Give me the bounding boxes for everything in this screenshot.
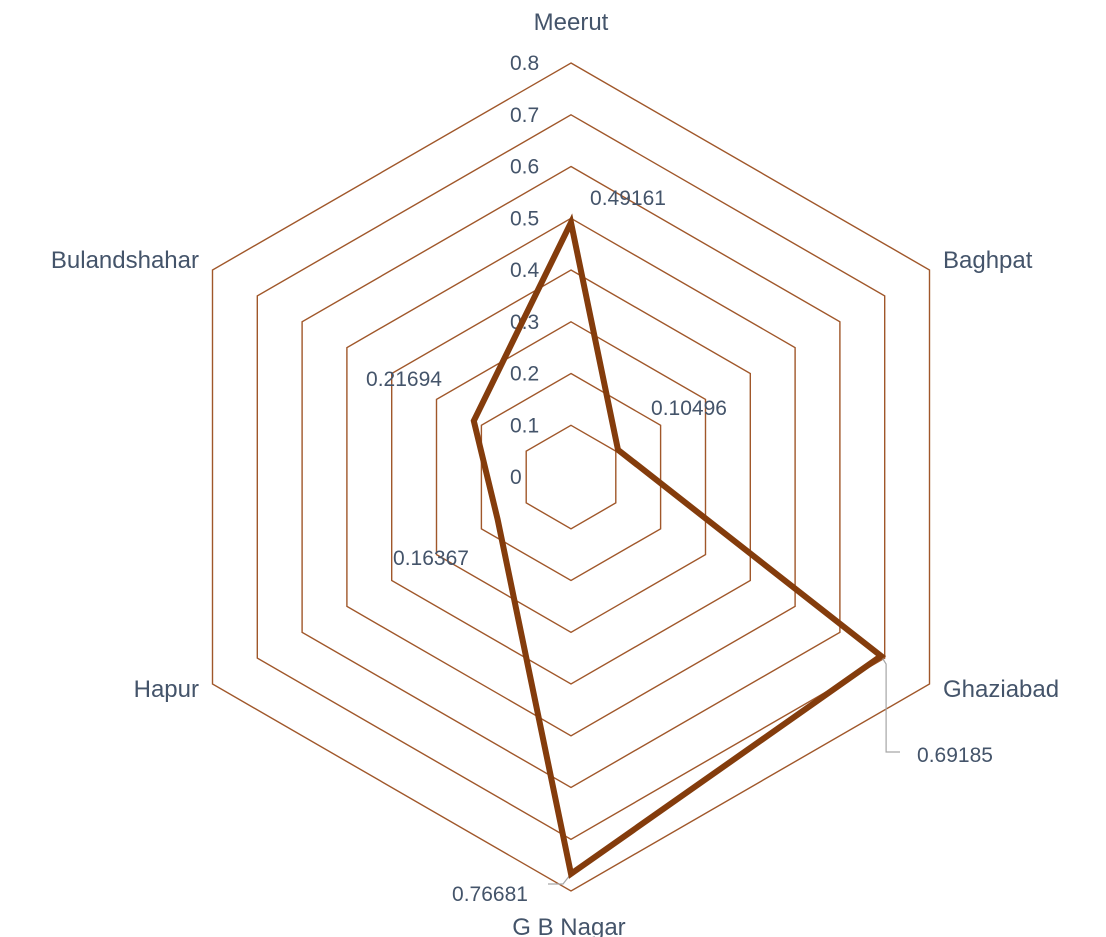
gridline-ring-4 [391, 269, 751, 685]
gridline-ring-7 [256, 113, 886, 841]
gridline-ring-3 [435, 320, 707, 634]
data-label: 0.21694 [366, 368, 442, 391]
data-label: 0.49161 [590, 187, 666, 210]
gridline-ring-2 [480, 372, 662, 582]
tick-label: 0.5 [510, 207, 539, 230]
tick-label: 0.8 [510, 52, 539, 75]
radar-series [470, 213, 887, 879]
data-label: 0.69185 [917, 744, 993, 767]
gridline-ring-1 [525, 424, 617, 530]
data-label-leader-lines [548, 655, 900, 885]
radar-category-labels: Meerut Baghpat Ghaziabad G B Nagar Hapur Bula… [51, 9, 1059, 937]
category-label: G B Nagar [512, 914, 625, 937]
series-line [470, 213, 887, 879]
category-label: Meerut [534, 9, 609, 36]
radar-gridlines [211, 62, 931, 892]
category-label: Hapur [134, 676, 199, 703]
tick-label: 0.6 [510, 156, 539, 179]
data-label-leader-2 [880, 655, 900, 753]
tick-label: 0.2 [510, 363, 539, 386]
data-label: 0.16367 [393, 547, 469, 570]
category-label: Baghpat [943, 247, 1033, 274]
radar-tick-labels: 00.10.20.30.40.50.60.70.8 [510, 52, 540, 489]
gridline-ring-8 [211, 62, 931, 892]
data-label-leader-3 [548, 873, 572, 885]
data-label: 0.10496 [651, 397, 727, 420]
gridline-ring-5 [346, 217, 796, 737]
tick-label: 0.4 [510, 259, 540, 282]
data-label: 0.76681 [452, 883, 528, 906]
category-label: Ghaziabad [943, 676, 1059, 703]
category-label: Bulandshahar [51, 247, 199, 274]
radar-data-labels: 0.49161 0.10496 0.69185 0.76681 0.16367 0.216… [366, 187, 993, 906]
tick-label: 0 [510, 466, 522, 489]
tick-label: 0.7 [510, 104, 539, 127]
gridline-ring-6 [301, 165, 841, 789]
tick-label: 0.1 [510, 414, 539, 437]
